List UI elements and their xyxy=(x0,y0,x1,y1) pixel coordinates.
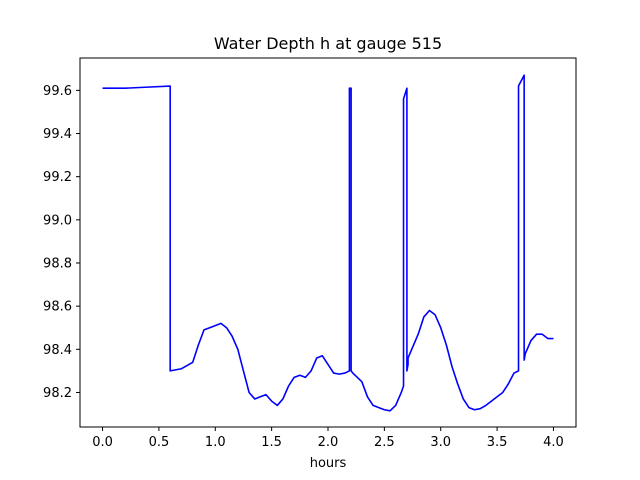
chart-title: Water Depth h at gauge 515 xyxy=(214,34,442,53)
x-tick-label: 2.0 xyxy=(318,435,339,450)
y-tick-label: 99.6 xyxy=(43,84,72,99)
y-tick-label: 99.2 xyxy=(43,170,72,185)
x-tick-label: 4.0 xyxy=(543,435,564,450)
x-tick-label: 3.0 xyxy=(430,435,451,450)
y-tick-label: 98.8 xyxy=(43,257,72,272)
y-tick-label: 98.6 xyxy=(43,300,72,315)
x-axis-label: hours xyxy=(310,456,347,471)
x-tick-label: 0.0 xyxy=(92,435,113,450)
x-tick-label: 3.5 xyxy=(487,435,508,450)
x-axis: 0.0 0.5 1.0 1.5 2.0 2.5 3.0 3.5 4.0 xyxy=(92,427,564,450)
y-tick-label: 99.0 xyxy=(43,213,72,228)
x-tick-label: 0.5 xyxy=(149,435,170,450)
series-line-0 xyxy=(102,74,554,412)
x-tick-label: 2.5 xyxy=(374,435,395,450)
y-tick-label: 98.4 xyxy=(43,343,72,358)
y-tick-label: 98.2 xyxy=(43,386,72,401)
y-tick-label: 99.4 xyxy=(43,127,72,142)
x-tick-label: 1.0 xyxy=(205,435,226,450)
y-axis: 98.2 98.4 98.6 98.8 99.0 99.2 99.4 99.6 xyxy=(43,84,80,401)
x-tick-label: 1.5 xyxy=(261,435,282,450)
